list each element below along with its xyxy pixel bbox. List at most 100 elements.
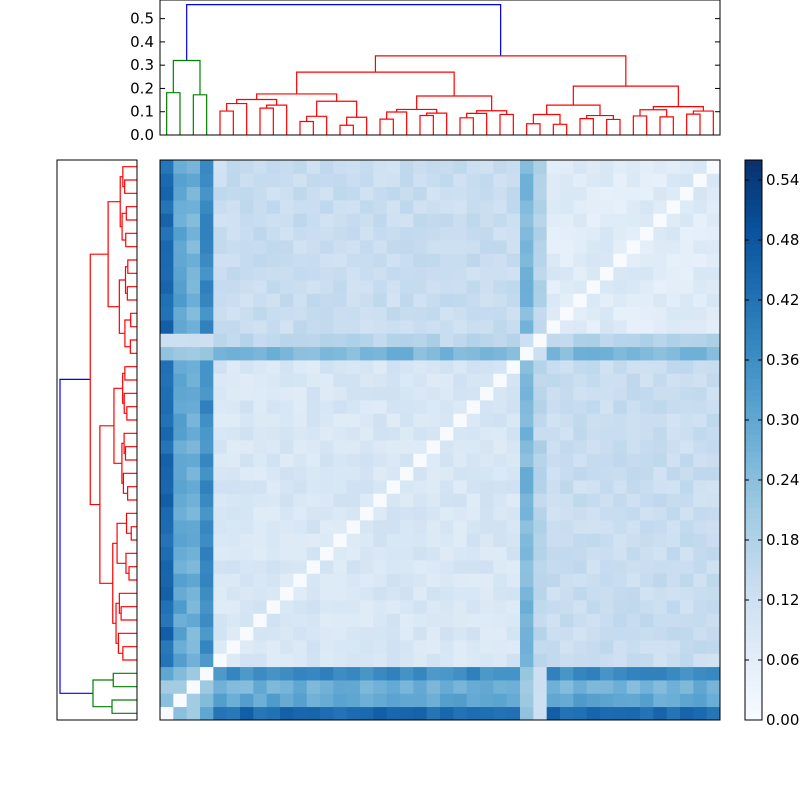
heatmap-cell xyxy=(506,266,521,281)
heatmap-cell xyxy=(480,653,494,668)
heatmap-cell xyxy=(480,333,494,348)
heatmap-cell xyxy=(213,533,228,548)
heatmap-cell xyxy=(706,186,721,201)
heatmap-cell xyxy=(306,653,321,668)
heatmap-cell xyxy=(306,186,321,201)
heatmap-cell xyxy=(586,586,601,601)
heatmap-cell xyxy=(640,520,654,534)
heatmap-cell xyxy=(600,333,614,348)
heatmap-cell xyxy=(480,546,494,561)
colorbar-segment xyxy=(745,171,762,178)
heatmap-cell xyxy=(466,573,481,588)
heatmap-cell xyxy=(693,320,708,334)
heatmap-cell xyxy=(200,373,214,388)
heatmap-cell xyxy=(440,426,454,441)
heatmap-cell xyxy=(426,440,441,454)
heatmap-cell xyxy=(200,160,214,174)
heatmap-cell xyxy=(360,280,374,294)
heatmap-cell xyxy=(653,520,668,534)
heatmap-cell xyxy=(400,573,414,588)
heatmap-cell xyxy=(506,186,521,201)
heatmap-cell xyxy=(466,213,481,228)
heatmap-cell xyxy=(293,640,308,654)
heatmap-cell xyxy=(546,386,561,401)
heatmap-cell xyxy=(560,586,574,601)
heatmap-cell xyxy=(266,240,281,254)
heatmap-cell xyxy=(533,573,548,588)
heatmap-cell xyxy=(560,640,574,654)
heatmap-cell xyxy=(480,373,494,388)
colorbar-segment xyxy=(745,507,762,514)
heatmap-cell xyxy=(680,386,694,401)
heatmap-cell xyxy=(546,173,561,188)
heatmap-cell xyxy=(360,173,374,188)
heatmap-cell xyxy=(346,560,361,574)
heatmap-cell xyxy=(293,613,308,628)
heatmap-cell xyxy=(173,386,188,401)
heatmap-cell xyxy=(266,586,281,601)
heatmap-cell xyxy=(706,306,721,321)
heatmap-cell xyxy=(520,453,534,468)
heatmap-cell xyxy=(666,613,681,628)
heatmap-cell xyxy=(613,413,628,428)
heatmap-cell xyxy=(506,613,521,628)
heatmap-cell xyxy=(173,173,188,188)
colorbar-segment xyxy=(745,283,762,290)
heatmap-cell xyxy=(346,666,361,681)
heatmap-cell xyxy=(400,173,414,188)
colorbar-segment xyxy=(745,193,762,200)
heatmap-cell xyxy=(186,226,201,241)
heatmap-cell xyxy=(213,666,228,681)
heatmap-cell xyxy=(586,373,601,388)
heatmap-cell xyxy=(426,520,441,534)
heatmap-cell xyxy=(346,373,361,388)
heatmap-cell xyxy=(200,413,214,428)
heatmap-cell xyxy=(693,453,708,468)
heatmap-cell xyxy=(666,693,681,708)
heatmap-cell xyxy=(693,440,708,454)
heatmap-cell xyxy=(520,213,534,228)
heatmap-cell xyxy=(626,426,641,441)
heatmap-cell xyxy=(373,613,388,628)
heatmap-cell xyxy=(573,466,588,481)
heatmap-cell xyxy=(706,333,721,348)
heatmap-cell xyxy=(600,386,614,401)
heatmap-cell xyxy=(613,400,628,414)
heatmap-cell xyxy=(693,266,708,281)
heatmap-cell xyxy=(640,413,654,428)
heatmap-cell xyxy=(213,253,228,268)
heatmap-cell xyxy=(706,413,721,428)
heatmap-cell xyxy=(320,680,334,694)
heatmap-cell xyxy=(680,160,694,174)
heatmap-cell xyxy=(546,266,561,281)
heatmap-cell xyxy=(613,640,628,654)
heatmap-cell xyxy=(680,360,694,374)
heatmap-cell xyxy=(320,266,334,281)
heatmap-cell xyxy=(200,626,214,641)
heatmap-cell xyxy=(560,613,574,628)
heatmap-cell xyxy=(413,213,428,228)
heatmap-cell xyxy=(640,160,654,174)
heatmap-cell xyxy=(200,586,214,601)
heatmap-cell xyxy=(280,320,294,334)
heatmap-cell xyxy=(333,600,348,614)
heatmap-cell xyxy=(226,173,241,188)
heatmap-cell xyxy=(213,680,228,694)
heatmap-cell xyxy=(333,386,348,401)
heatmap-cell xyxy=(346,573,361,588)
heatmap-cell xyxy=(160,440,174,454)
heatmap-cell xyxy=(480,253,494,268)
left-dendrogram-link xyxy=(118,592,137,614)
heatmap-cell xyxy=(360,400,374,414)
heatmap-cell xyxy=(586,253,601,268)
heatmap-cell xyxy=(520,346,534,361)
heatmap-cell xyxy=(266,680,281,694)
heatmap-cell xyxy=(200,600,214,614)
heatmap-cell xyxy=(413,560,428,574)
heatmap-cell xyxy=(653,546,668,561)
heatmap-cell xyxy=(226,373,241,388)
heatmap-cell xyxy=(640,586,654,601)
heatmap-cell xyxy=(546,586,561,601)
heatmap-cell xyxy=(560,400,574,414)
left-dendrogram-link xyxy=(124,179,137,194)
